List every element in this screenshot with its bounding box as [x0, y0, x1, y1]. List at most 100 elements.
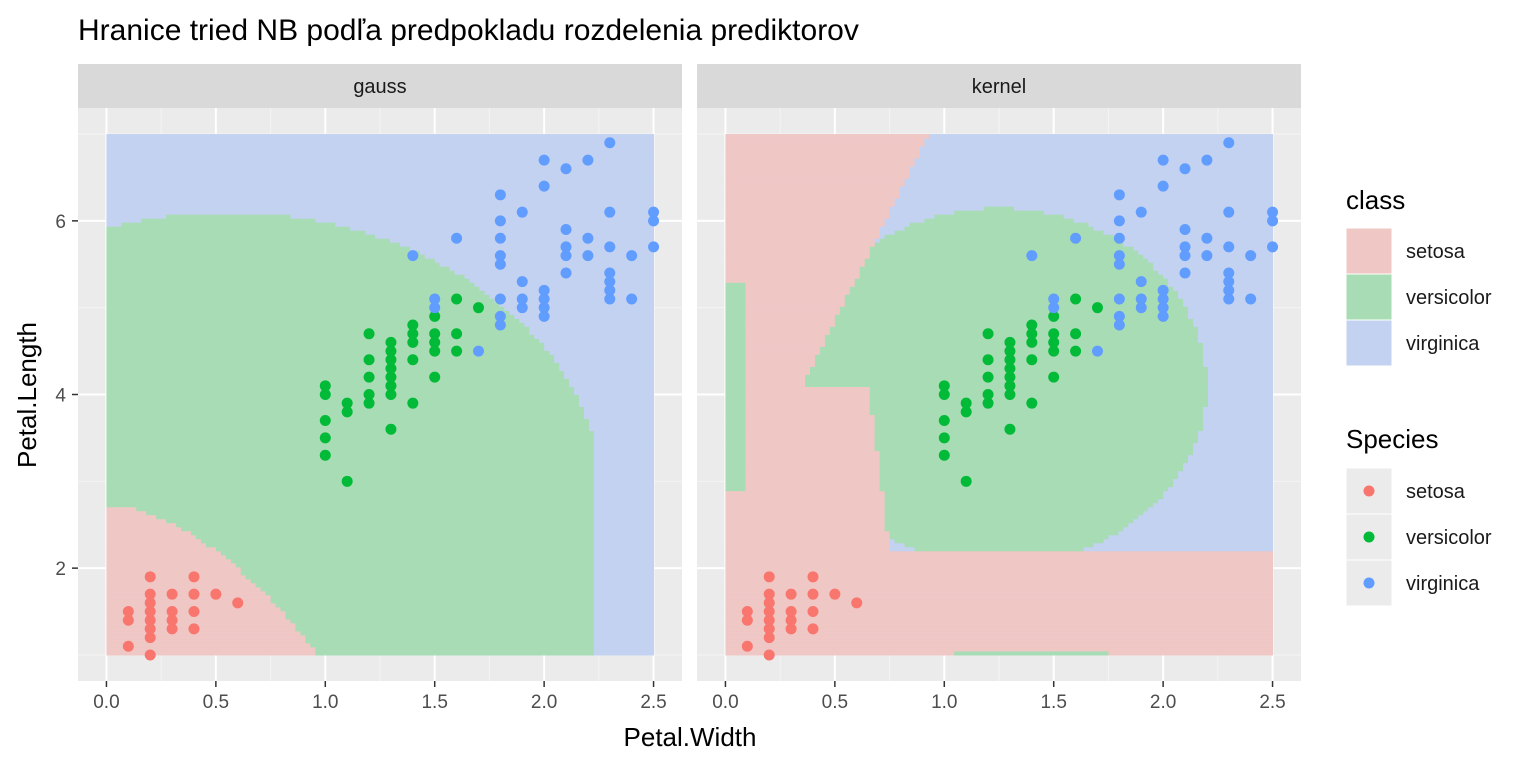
data-point-setosa: [807, 606, 819, 618]
region-cell: [725, 550, 1274, 556]
region-cell: [725, 630, 1274, 636]
region-cell: [1153, 266, 1274, 271]
facet-strip-gauss: [78, 64, 682, 108]
data-point-setosa: [763, 614, 775, 626]
data-point-virginica: [429, 293, 441, 305]
region-cell: [745, 478, 881, 484]
region-cell: [725, 306, 746, 311]
region-cell: [1207, 390, 1274, 395]
data-point-virginica: [1179, 250, 1191, 262]
region-cell: [869, 386, 1209, 391]
region-cell: [106, 178, 655, 183]
region-cell: [1192, 442, 1274, 448]
region-cell: [285, 610, 595, 616]
region-cell: [106, 434, 595, 440]
region-cell: [593, 562, 655, 568]
data-point-virginica: [648, 206, 660, 218]
data-point-virginica: [1048, 293, 1060, 305]
data-point-setosa: [188, 623, 200, 635]
region-cell: [593, 482, 655, 488]
region-cell: [879, 234, 886, 239]
region-cell: [106, 502, 595, 508]
region-cell: [1207, 386, 1274, 391]
data-point-versicolor: [1026, 397, 1038, 409]
region-cell: [745, 450, 881, 456]
region-cell: [899, 194, 1274, 199]
data-point-versicolor: [1091, 302, 1103, 314]
facet-label-kernel: kernel: [972, 76, 1026, 98]
region-cell: [725, 202, 896, 207]
region-cell: [725, 490, 886, 496]
region-cell: [593, 470, 655, 476]
region-cell: [745, 466, 881, 472]
region-cell: [106, 462, 595, 468]
region-cell: [290, 618, 595, 624]
region-cell: [564, 374, 655, 379]
region-cell: [106, 290, 485, 295]
region-cell: [593, 458, 655, 464]
region-cell: [524, 322, 655, 327]
data-point-versicolor: [319, 380, 331, 392]
region-cell: [869, 394, 1209, 400]
data-point-virginica: [1070, 232, 1082, 244]
region-cell: [106, 530, 192, 536]
region-cell: [854, 282, 1169, 287]
region-cell: [554, 354, 655, 359]
region-cell: [106, 638, 306, 644]
region-cell: [255, 582, 595, 588]
region-cell: [745, 382, 806, 387]
region-cell: [725, 650, 955, 656]
region-cell: [725, 138, 925, 143]
region-cell: [725, 198, 896, 203]
legend-class-key-setosa: [1345, 227, 1393, 275]
region-cell: [409, 246, 655, 251]
x-tick-label: 1.5: [1040, 692, 1066, 713]
data-point-virginica: [1267, 206, 1279, 218]
region-cell: [1123, 526, 1274, 532]
data-point-virginica: [1223, 206, 1235, 218]
data-point-virginica: [626, 250, 638, 262]
region-cell: [725, 482, 746, 488]
region-cell: [725, 586, 1274, 592]
data-point-virginica: [1223, 284, 1235, 296]
region-cell: [295, 626, 595, 632]
region-cell: [1088, 222, 1274, 227]
region-cell: [200, 538, 595, 544]
region-cell: [205, 542, 595, 548]
region-cell: [250, 578, 595, 584]
region-cell: [529, 330, 655, 335]
region-cell: [310, 642, 595, 648]
region-cell: [544, 346, 655, 351]
region-cell: [106, 586, 262, 592]
region-cell: [884, 514, 1139, 520]
region-cell: [1153, 262, 1274, 267]
region-cell: [106, 594, 272, 600]
region-cell: [106, 438, 595, 444]
region-cell: [745, 298, 846, 303]
data-point-virginica: [516, 206, 528, 218]
region-cell: [230, 558, 595, 564]
region-cell: [593, 646, 655, 652]
region-cell: [904, 182, 1274, 187]
region-cell: [954, 210, 1045, 215]
region-cell: [725, 618, 1274, 624]
region-cell: [725, 590, 1274, 596]
region-cell: [745, 430, 876, 436]
region-cell: [869, 402, 1209, 408]
region-cell: [725, 646, 1274, 652]
region-cell: [1202, 422, 1274, 428]
data-point-virginica: [1179, 241, 1191, 253]
region-cell: [106, 158, 655, 163]
data-point-versicolor: [982, 328, 994, 340]
data-point-versicolor: [960, 475, 972, 487]
region-cell: [874, 422, 1204, 428]
x-tick-label: 0.5: [822, 692, 848, 713]
data-point-virginica: [472, 345, 484, 357]
region-cell: [745, 290, 851, 295]
data-point-setosa: [166, 588, 178, 600]
region-cell: [106, 366, 560, 371]
data-point-virginica: [1113, 215, 1125, 227]
y-tick-label: 4: [55, 386, 66, 407]
region-cell: [725, 474, 746, 480]
data-point-virginica: [538, 180, 550, 192]
